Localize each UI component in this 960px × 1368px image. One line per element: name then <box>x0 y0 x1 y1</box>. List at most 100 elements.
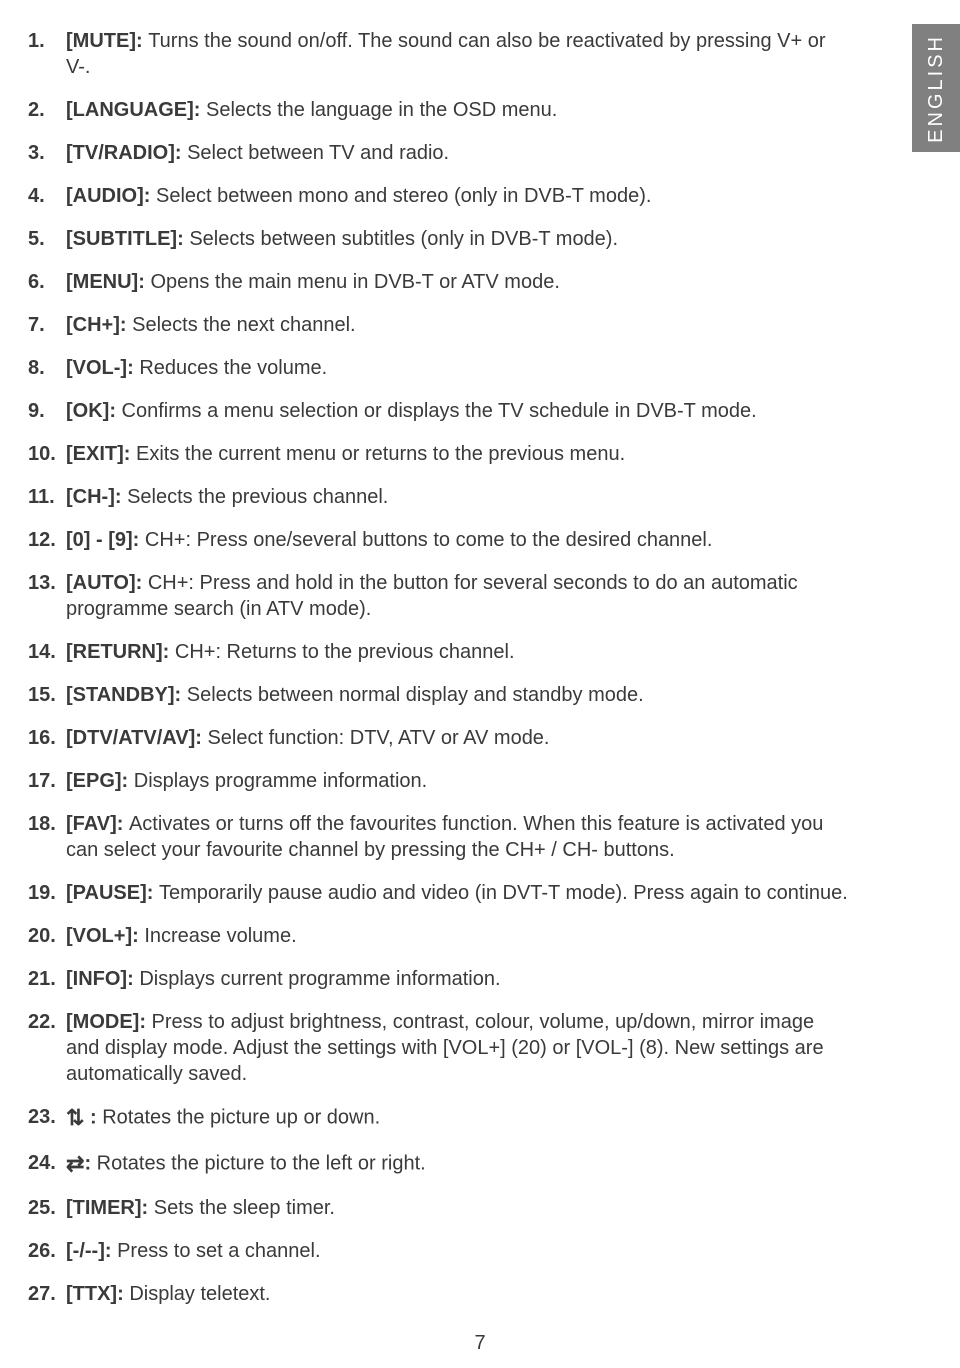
item-key: [0] - [9]: <box>66 529 145 551</box>
rotate-icon: ⇄ <box>66 1150 84 1179</box>
item-body: [INFO]: Displays current programme infor… <box>66 966 848 992</box>
list-item: 25.[TIMER]: Sets the sleep timer. <box>28 1195 848 1221</box>
item-body: ⇅ : Rotates the picture up or down. <box>66 1104 848 1133</box>
item-number: 13. <box>28 570 66 622</box>
item-description: CH+: Press one/several buttons to come t… <box>145 529 713 551</box>
item-number: 21. <box>28 966 66 992</box>
item-key: [INFO]: <box>66 968 139 990</box>
list-item: 18.[FAV]: Activates or turns off the fav… <box>28 811 848 863</box>
list-item: 6.[MENU]: Opens the main menu in DVB-T o… <box>28 269 848 295</box>
item-key: [STANDBY]: <box>66 684 187 706</box>
item-body: [0] - [9]: CH+: Press one/several button… <box>66 527 848 553</box>
list-item: 11.[CH-]: Selects the previous channel. <box>28 484 848 510</box>
item-key: [VOL+]: <box>66 925 144 947</box>
item-key: [TV/RADIO]: <box>66 142 187 164</box>
list-item: 27.[TTX]: Display teletext. <box>28 1281 848 1307</box>
item-body: [EPG]: Displays programme information. <box>66 768 848 794</box>
list-item: 10.[EXIT]: Exits the current menu or ret… <box>28 441 848 467</box>
item-description: Temporarily pause audio and video (in DV… <box>159 882 848 904</box>
item-key: [-/--]: <box>66 1240 117 1262</box>
item-description: Confirms a menu selection or displays th… <box>122 400 757 422</box>
item-number: 16. <box>28 725 66 751</box>
item-body: ⇄: Rotates the picture to the left or ri… <box>66 1150 848 1179</box>
remote-button-list: 1.[MUTE]: Turns the sound on/off. The so… <box>28 28 848 1307</box>
item-key: [CH-]: <box>66 486 127 508</box>
item-key: [MUTE]: <box>66 30 148 52</box>
item-number: 6. <box>28 269 66 295</box>
item-key: [FAV]: <box>66 813 129 835</box>
list-item: 23.⇅ : Rotates the picture up or down. <box>28 1104 848 1133</box>
list-item: 20.[VOL+]: Increase volume. <box>28 923 848 949</box>
list-item: 2.[LANGUAGE]: Selects the language in th… <box>28 97 848 123</box>
item-key: [PAUSE]: <box>66 882 159 904</box>
item-key: : <box>84 1107 102 1129</box>
item-number: 3. <box>28 140 66 166</box>
item-body: [EXIT]: Exits the current menu or return… <box>66 441 848 467</box>
item-description: Sets the sleep timer. <box>154 1197 335 1219</box>
item-description: Exits the current menu or returns to the… <box>136 443 625 465</box>
item-number: 1. <box>28 28 66 80</box>
item-number: 18. <box>28 811 66 863</box>
content-area: 1.[MUTE]: Turns the sound on/off. The so… <box>28 28 848 1307</box>
rotate-icon: ⇅ <box>66 1104 84 1133</box>
item-key: [VOL-]: <box>66 357 139 379</box>
item-key: [OK]: <box>66 400 122 422</box>
item-body: [AUTO]: CH+: Press and hold in the butto… <box>66 570 848 622</box>
item-number: 25. <box>28 1195 66 1221</box>
item-body: [TTX]: Display teletext. <box>66 1281 848 1307</box>
list-item: 12.[0] - [9]: CH+: Press one/several but… <box>28 527 848 553</box>
list-item: 17.[EPG]: Displays programme information… <box>28 768 848 794</box>
item-description: Selects the next channel. <box>132 314 355 336</box>
item-number: 10. <box>28 441 66 467</box>
list-item: 8.[VOL-]: Reduces the volume. <box>28 355 848 381</box>
item-number: 8. <box>28 355 66 381</box>
item-description: Press to set a channel. <box>117 1240 320 1262</box>
item-description: CH+: Press and hold in the button for se… <box>66 572 798 620</box>
item-number: 19. <box>28 880 66 906</box>
list-item: 5.[SUBTITLE]: Selects between subtitles … <box>28 226 848 252</box>
item-description: Displays programme information. <box>134 770 427 792</box>
item-body: [STANDBY]: Selects between normal displa… <box>66 682 848 708</box>
item-description: Turns the sound on/off. The sound can al… <box>66 30 825 78</box>
item-key: [AUTO]: <box>66 572 148 594</box>
list-item: 22.[MODE]: Press to adjust brightness, c… <box>28 1009 848 1087</box>
item-number: 20. <box>28 923 66 949</box>
item-key: [CH+]: <box>66 314 132 336</box>
item-number: 7. <box>28 312 66 338</box>
list-item: 19.[PAUSE]: Temporarily pause audio and … <box>28 880 848 906</box>
item-body: [SUBTITLE]: Selects between subtitles (o… <box>66 226 848 252</box>
item-description: Increase volume. <box>144 925 296 947</box>
list-item: 13.[AUTO]: CH+: Press and hold in the bu… <box>28 570 848 622</box>
item-key: [TIMER]: <box>66 1197 154 1219</box>
item-key: [RETURN]: <box>66 641 175 663</box>
item-number: 5. <box>28 226 66 252</box>
list-item: 24.⇄: Rotates the picture to the left or… <box>28 1150 848 1179</box>
item-description: Display teletext. <box>129 1283 270 1305</box>
item-number: 4. <box>28 183 66 209</box>
list-item: 4.[AUDIO]: Select between mono and stere… <box>28 183 848 209</box>
item-key: [EPG]: <box>66 770 134 792</box>
item-description: CH+: Returns to the previous channel. <box>175 641 515 663</box>
item-key: [LANGUAGE]: <box>66 99 206 121</box>
list-item: 3.[TV/RADIO]: Select between TV and radi… <box>28 140 848 166</box>
language-tab: ENGLISH <box>912 24 960 152</box>
item-body: [TIMER]: Sets the sleep timer. <box>66 1195 848 1221</box>
item-body: [AUDIO]: Select between mono and stereo … <box>66 183 848 209</box>
item-description: Opens the main menu in DVB-T or ATV mode… <box>150 271 559 293</box>
item-number: 11. <box>28 484 66 510</box>
item-number: 12. <box>28 527 66 553</box>
item-body: [CH+]: Selects the next channel. <box>66 312 848 338</box>
item-key: [EXIT]: <box>66 443 136 465</box>
list-item: 15.[STANDBY]: Selects between normal dis… <box>28 682 848 708</box>
item-number: 15. <box>28 682 66 708</box>
item-key: [TTX]: <box>66 1283 129 1305</box>
item-description: Selects the language in the OSD menu. <box>206 99 557 121</box>
list-item: 21.[INFO]: Displays current programme in… <box>28 966 848 992</box>
list-item: 26.[-/--]: Press to set a channel. <box>28 1238 848 1264</box>
item-number: 9. <box>28 398 66 424</box>
item-number: 24. <box>28 1150 66 1179</box>
item-body: [OK]: Confirms a menu selection or displ… <box>66 398 848 424</box>
item-body: [MENU]: Opens the main menu in DVB-T or … <box>66 269 848 295</box>
list-item: 7.[CH+]: Selects the next channel. <box>28 312 848 338</box>
item-key: [MENU]: <box>66 271 150 293</box>
